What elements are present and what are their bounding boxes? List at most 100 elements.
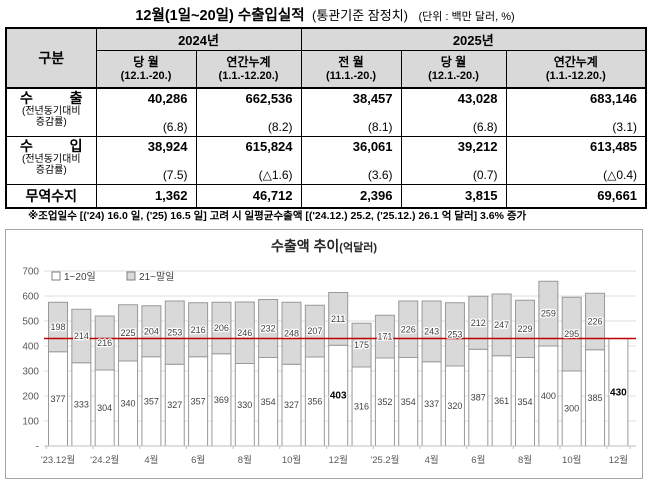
bar-value-label-rest-of-month: 216	[97, 338, 112, 348]
bar-value-label-first-period: 385	[588, 393, 603, 403]
bar-value-label-rest-of-month: 216	[191, 325, 206, 335]
bar-value-label-first-period: 352	[377, 397, 392, 407]
table-header-years: 구분 2024년 2025년	[5, 27, 647, 89]
x-axis-tick-label: 6월	[191, 454, 205, 466]
amount-value: 683,146	[590, 91, 638, 106]
bar-value-label-first-period: 356	[307, 397, 322, 407]
value-cell: 3,815	[400, 184, 507, 208]
y-axis-tick-label: -	[36, 442, 39, 453]
bar-value-label-first-period: 369	[214, 395, 229, 405]
bar-segment-rest-of-month	[141, 305, 162, 358]
value-cell: 39,212 (0.7)	[400, 136, 507, 185]
bar-value-label-rest-of-month: 229	[517, 324, 532, 334]
amount-value: 40,286	[147, 91, 188, 106]
bar-value-label-rest-of-month: 175	[354, 340, 369, 350]
bar-segment-rest-of-month	[468, 295, 489, 350]
y-axis-tick-label: 400	[22, 342, 39, 353]
value-cell: 613,485 (△0.4)	[505, 136, 647, 185]
export-trend-chart: - 100 200 300 400 500 600 700 '23.12월 '24.2월 4월 6월 8…	[22, 267, 636, 466]
x-axis-tick-label: 12월	[609, 454, 628, 466]
bar-value-label-rest-of-month: 225	[121, 328, 136, 338]
row-label: 무역수지	[25, 187, 78, 204]
bar-value-label-first-period: 316	[354, 402, 369, 412]
bar-value-label-first-period: 377	[50, 394, 65, 404]
x-axis-tick-label: 4월	[425, 454, 439, 466]
value-cell: 615,824 (△1.6)	[195, 136, 302, 185]
amount-value: 38,924	[147, 139, 188, 154]
amount-value: 38,457	[352, 91, 393, 106]
amount-value: 662,536	[245, 91, 293, 106]
bar-value-label-rest-of-month: 259	[541, 309, 556, 319]
row-label-cell: 수 입 (전년동기대비 증감률)	[5, 136, 97, 185]
legend-swatch-icon	[126, 271, 136, 281]
column-period: (11.1.-20.)	[325, 69, 377, 82]
table-header-columns: 당 월 (12.1.-20.) 연간누계 (1.1.-12.20.) 전 월 (11.1.…	[6, 49, 647, 89]
bar-segment-rest-of-month	[585, 292, 606, 351]
bar-value-label-rest-of-month: 212	[471, 318, 486, 328]
export-trend-section: 수출액 추이(억달러) - 100 200 300 400 500 600 700 '23.12…	[5, 229, 643, 479]
x-axis-tick-label: 8월	[238, 454, 252, 466]
growth-rate: (7.5)	[162, 168, 188, 182]
bar-value-label-first-period: 327	[167, 400, 182, 410]
amount-value: 46,712	[252, 188, 293, 204]
bar-segment-rest-of-month	[258, 299, 279, 358]
y-axis-tick-label: 500	[22, 317, 39, 328]
value-cell: 40,286 (6.8)	[95, 87, 197, 137]
bar-value-label-rest-of-month: 226	[588, 317, 603, 327]
bar-value-label-first-period: 354	[261, 397, 276, 407]
amount-value: 3,815	[464, 188, 498, 204]
value-cell: 38,457 (8.1)	[300, 87, 402, 137]
amount-value: 69,661	[597, 188, 638, 204]
value-cell: 38,924 (7.5)	[95, 136, 197, 185]
y-axis-tick-label: 700	[22, 267, 39, 278]
table-row: 무역수지 1,362 46,712 2,396 3,815 69,661	[5, 184, 647, 208]
column-title: 전 월	[338, 54, 364, 69]
footnote: ※조업일수 [('24) 16.0 일, ('25) 16.5 일] 고려 시 …	[28, 210, 527, 222]
amount-value: 36,061	[352, 139, 393, 154]
bar-segment-rest-of-month	[234, 301, 255, 364]
bar-value-label-first-period: 300	[564, 404, 579, 414]
bar-value-label-rest-of-month: 207	[307, 326, 322, 336]
row-label-cell: 무역수지	[5, 184, 97, 208]
x-axis-tick-label: 6월	[471, 454, 485, 466]
bar-segment-rest-of-month	[444, 302, 465, 367]
title-main: 12월(1일~20일) 수출입실적	[135, 8, 305, 24]
value-cell: 46,712	[195, 184, 302, 208]
corner-header-cell: 구분	[5, 27, 97, 89]
bar-segment-rest-of-month	[328, 292, 349, 346]
bar-value-label-rest-of-month: 295	[564, 329, 579, 339]
bar-segment-rest-of-month	[71, 308, 92, 364]
bar-value-label-rest-of-month: 253	[447, 329, 462, 339]
year-group-header: 2024년	[95, 27, 302, 51]
growth-rate: (8.2)	[267, 120, 293, 134]
value-cell: 683,146 (3.1)	[505, 87, 647, 137]
bar-value-label-rest-of-month: 171	[377, 332, 392, 342]
trade-summary-table: 구분 2024년 2025년 당 월 (12.1.-20.) 연간누계 (1.1.-12…	[5, 27, 648, 209]
bar-value-label-rest-of-month: 198	[50, 322, 65, 332]
bar-segment-rest-of-month	[188, 302, 209, 358]
bar-value-label-rest-of-month: 204	[144, 326, 159, 336]
bar-value-label-rest-of-month: 206	[214, 323, 229, 333]
chart-title: 수출액 추이(억달러)	[6, 236, 642, 256]
value-cell: 69,661	[505, 184, 647, 208]
table-row: 수 입 (전년동기대비 증감률) 38,924 (7.5) 615,824 (△1.6) 36…	[5, 136, 647, 185]
column-title: 당 월	[133, 54, 159, 69]
bar-segment-rest-of-month	[281, 301, 302, 365]
x-axis-tick-label: 10월	[562, 454, 581, 466]
bar-value-label-first-period: 430	[610, 387, 627, 398]
legend-label: 21~말일	[139, 271, 174, 283]
bar-segment-rest-of-month	[561, 296, 582, 372]
x-axis-tick-label: '24.2월	[90, 454, 119, 466]
bar-value-label-first-period: 357	[144, 396, 159, 406]
column-header: 당 월 (12.1.-20.)	[400, 49, 507, 89]
bar-value-label-rest-of-month: 253	[167, 328, 182, 338]
year-group-header: 2025년	[300, 27, 647, 51]
row-label-cell: 수 출 (전년동기대비 증감률)	[5, 87, 97, 137]
bar-segment-rest-of-month	[491, 293, 512, 357]
bar-value-label-first-period: 337	[424, 399, 439, 409]
bar-value-label-first-period: 330	[237, 400, 252, 410]
table-row: 수 출 (전년동기대비 증감률) 40,286 (6.8) 662,536 (8.2) 38,…	[5, 87, 647, 137]
column-header: 연간누계 (1.1.-12.20.)	[505, 49, 647, 89]
